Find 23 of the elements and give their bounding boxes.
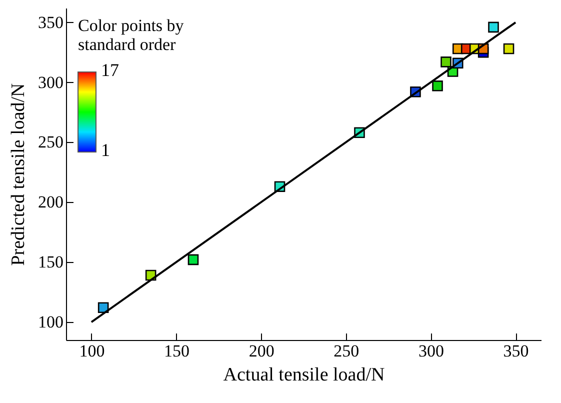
annotation: 17: [101, 60, 119, 80]
x-tick-label: 250: [334, 342, 360, 360]
point: [98, 302, 109, 314]
y-tick-label: 300: [38, 72, 64, 92]
point: [440, 56, 452, 68]
y-tick-label: 200: [38, 192, 64, 212]
annotation: 1: [101, 140, 110, 160]
x-tick-label: 350: [503, 342, 529, 360]
x-tick-label: 100: [79, 342, 105, 360]
point: [503, 43, 514, 54]
y-tick-label: 250: [38, 132, 64, 152]
x-tick-label: 300: [418, 342, 444, 360]
x-tick-label: 200: [248, 342, 274, 360]
x-tick-label: 150: [164, 342, 190, 360]
y-tick-label: 150: [38, 252, 64, 272]
x-axis-title: Actual tensile load/N: [223, 364, 385, 386]
point: [488, 22, 499, 33]
y-axis-title: Predicted tensile load/N: [8, 82, 29, 266]
annotation: Color points by standard order: [78, 16, 184, 54]
point: [432, 80, 443, 92]
point: [188, 254, 199, 266]
y-tick-label: 100: [38, 312, 64, 332]
y-tick-label: 350: [38, 12, 64, 32]
